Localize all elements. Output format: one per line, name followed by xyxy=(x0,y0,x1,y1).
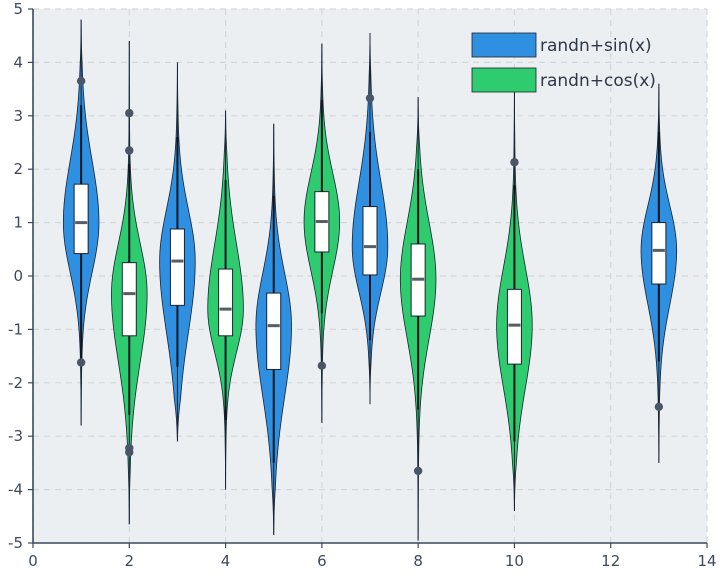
violin-cos-x8 xyxy=(399,97,437,541)
violin-box xyxy=(266,292,282,370)
y-tick-label: 3 xyxy=(13,107,23,125)
y-tick-label: -2 xyxy=(8,374,23,392)
violin-cos-x10 xyxy=(496,89,533,511)
y-tick-label: 0 xyxy=(13,267,23,285)
violin-box xyxy=(169,228,185,306)
violin-box xyxy=(121,262,137,337)
x-tick-label: 6 xyxy=(317,552,327,570)
violin-box xyxy=(218,268,234,337)
outlier-point xyxy=(365,93,375,103)
y-tick-label: 2 xyxy=(13,160,23,178)
violin-sin-x5 xyxy=(255,123,292,535)
outlier-point xyxy=(654,402,664,412)
violin-box xyxy=(73,183,89,255)
outlier-point xyxy=(76,358,86,367)
x-tick-label: 14 xyxy=(697,552,716,570)
outlier-point xyxy=(125,146,134,155)
y-tick-label: -3 xyxy=(8,427,23,445)
x-tick-label: 12 xyxy=(601,552,620,570)
violin-box xyxy=(651,222,667,285)
legend-item-sin: randn+sin(x) xyxy=(471,32,652,58)
outlier-point xyxy=(317,361,327,370)
x-tick-label: 8 xyxy=(413,552,423,570)
outlier-point xyxy=(413,466,423,476)
y-tick-label: -5 xyxy=(8,534,23,552)
legend-label: randn+cos(x) xyxy=(540,71,656,91)
violin-sin-x1 xyxy=(62,19,100,426)
y-tick-label: 5 xyxy=(13,0,23,18)
legend-swatch xyxy=(471,32,537,58)
violin-cos-x4 xyxy=(207,110,244,490)
x-tick-label: 4 xyxy=(221,552,231,570)
outlier-point xyxy=(125,448,134,457)
outlier-point xyxy=(125,108,134,118)
outlier-point xyxy=(510,158,519,167)
outlier-point xyxy=(76,76,86,86)
legend-item-cos: randn+cos(x) xyxy=(471,67,656,93)
x-tick-label: 2 xyxy=(125,552,135,570)
y-tick-label: -4 xyxy=(8,481,23,499)
violin-box xyxy=(506,288,522,365)
violin-sin-x3 xyxy=(159,62,196,442)
legend-label: randn+sin(x) xyxy=(540,36,652,56)
y-tick-label: 1 xyxy=(13,214,23,232)
violin-box xyxy=(362,206,378,276)
violin-sin-x7 xyxy=(351,33,389,405)
y-tick-label: -1 xyxy=(8,320,23,338)
violin-cos-x6 xyxy=(303,43,341,423)
y-tick-label: 4 xyxy=(13,53,23,71)
legend: randn+sin(x) randn+cos(x) xyxy=(471,32,656,93)
violin-cos-x2 xyxy=(111,41,148,525)
violins xyxy=(62,19,678,541)
x-tick-label: 10 xyxy=(505,552,524,570)
violin-sin-x13 xyxy=(640,83,678,463)
legend-swatch xyxy=(471,67,537,93)
x-tick-label: 0 xyxy=(28,552,38,570)
